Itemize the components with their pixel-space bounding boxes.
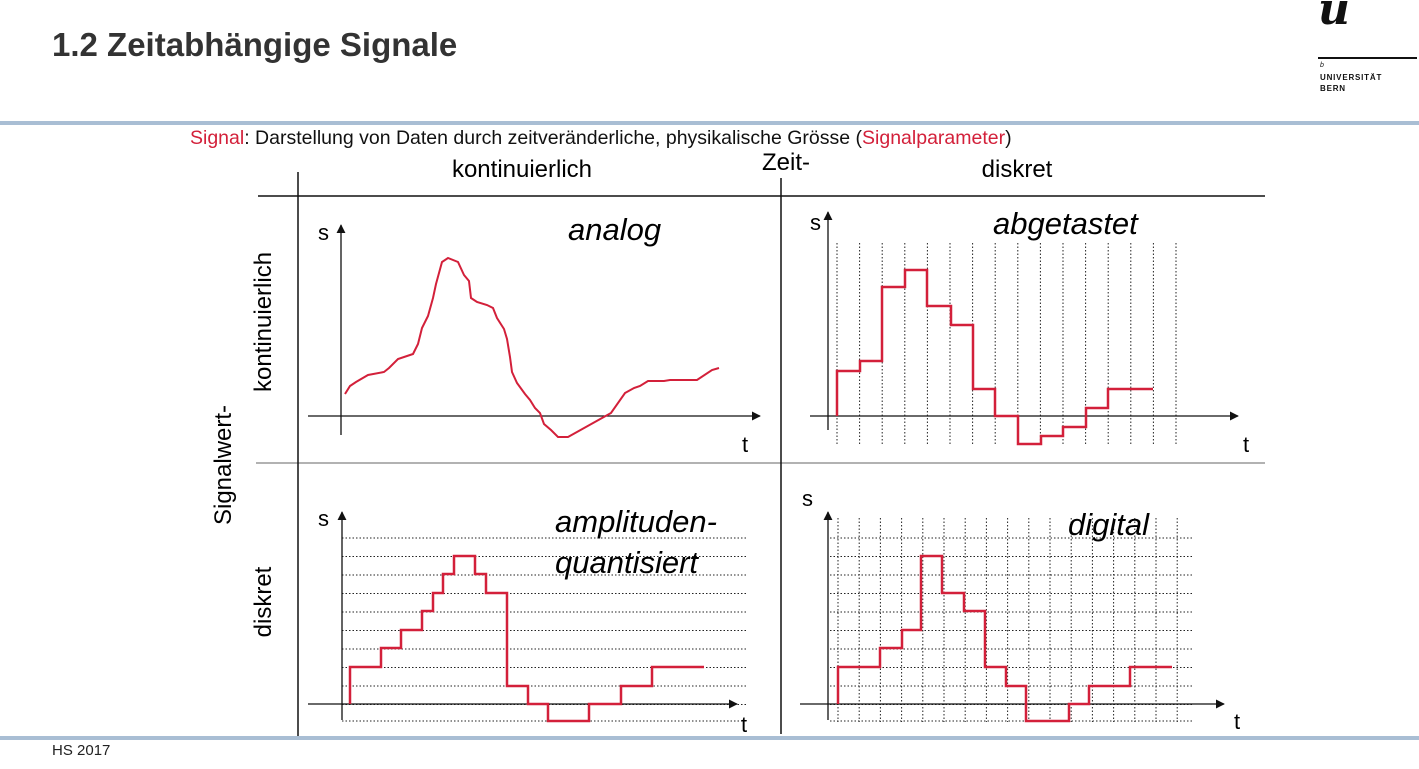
header-value-title: Signalwert- bbox=[210, 405, 237, 525]
definition-param: Signalparameter bbox=[862, 127, 1006, 149]
panel-digital: s t digital bbox=[800, 486, 1240, 734]
logo-u-mark: u bbox=[1318, 0, 1350, 35]
logo-b-mark: b bbox=[1320, 62, 1324, 69]
sampled-s-label: s bbox=[810, 210, 821, 235]
definition-line: Signal: Darstellung von Daten durch zeit… bbox=[190, 127, 1012, 150]
header-time-continuous: kontinuierlich bbox=[452, 156, 592, 183]
quantized-t-label: t bbox=[741, 712, 747, 737]
logo-rule bbox=[1318, 57, 1417, 59]
definition-text: : Darstellung von Daten durch zeitveränd… bbox=[244, 127, 863, 149]
header-time-discrete: diskret bbox=[982, 156, 1053, 183]
panel-sampled: s t abgetastet bbox=[810, 206, 1249, 457]
analog-title: analog bbox=[568, 212, 661, 247]
digital-signal-steps bbox=[836, 554, 1172, 723]
quantized-s-label: s bbox=[318, 506, 329, 531]
definition-term: Signal bbox=[190, 127, 245, 149]
analog-t-label: t bbox=[742, 432, 748, 457]
sampled-signal-steps bbox=[835, 268, 1153, 446]
analog-s-label: s bbox=[318, 220, 329, 245]
digital-t-label: t bbox=[1234, 709, 1240, 734]
quantized-signal-steps bbox=[348, 554, 704, 723]
digital-title: digital bbox=[1068, 507, 1150, 542]
header-divider bbox=[0, 121, 1419, 125]
panel-analog: s t analog bbox=[308, 212, 761, 457]
definition-close: ) bbox=[1005, 127, 1012, 149]
header-time-title: Zeit- bbox=[762, 149, 810, 176]
header-value-continuous: kontinuierlich bbox=[250, 252, 277, 392]
header-value-discrete: diskret bbox=[250, 566, 277, 637]
digital-s-label: s bbox=[802, 486, 813, 511]
analog-signal-curve bbox=[344, 256, 720, 438]
page-title: 1.2 Zeitabhängige Signale bbox=[52, 26, 458, 63]
university-logo: u b UNIVERSITÄT BERN bbox=[1316, 0, 1419, 100]
panel-quantized: s t amplituden- quantisiert bbox=[308, 504, 747, 737]
quantized-title-line1: amplituden- bbox=[555, 504, 717, 539]
footer-divider bbox=[0, 736, 1419, 740]
logo-text-universitaet: UNIVERSITÄT bbox=[1320, 73, 1383, 82]
digital-grid-lines bbox=[830, 518, 1193, 722]
footer-semester: HS 2017 bbox=[52, 742, 111, 759]
sampled-t-label: t bbox=[1243, 432, 1249, 457]
sampled-title: abgetastet bbox=[993, 206, 1139, 241]
logo-text-bern: BERN bbox=[1320, 84, 1346, 93]
quantized-title-line2: quantisiert bbox=[555, 545, 699, 580]
